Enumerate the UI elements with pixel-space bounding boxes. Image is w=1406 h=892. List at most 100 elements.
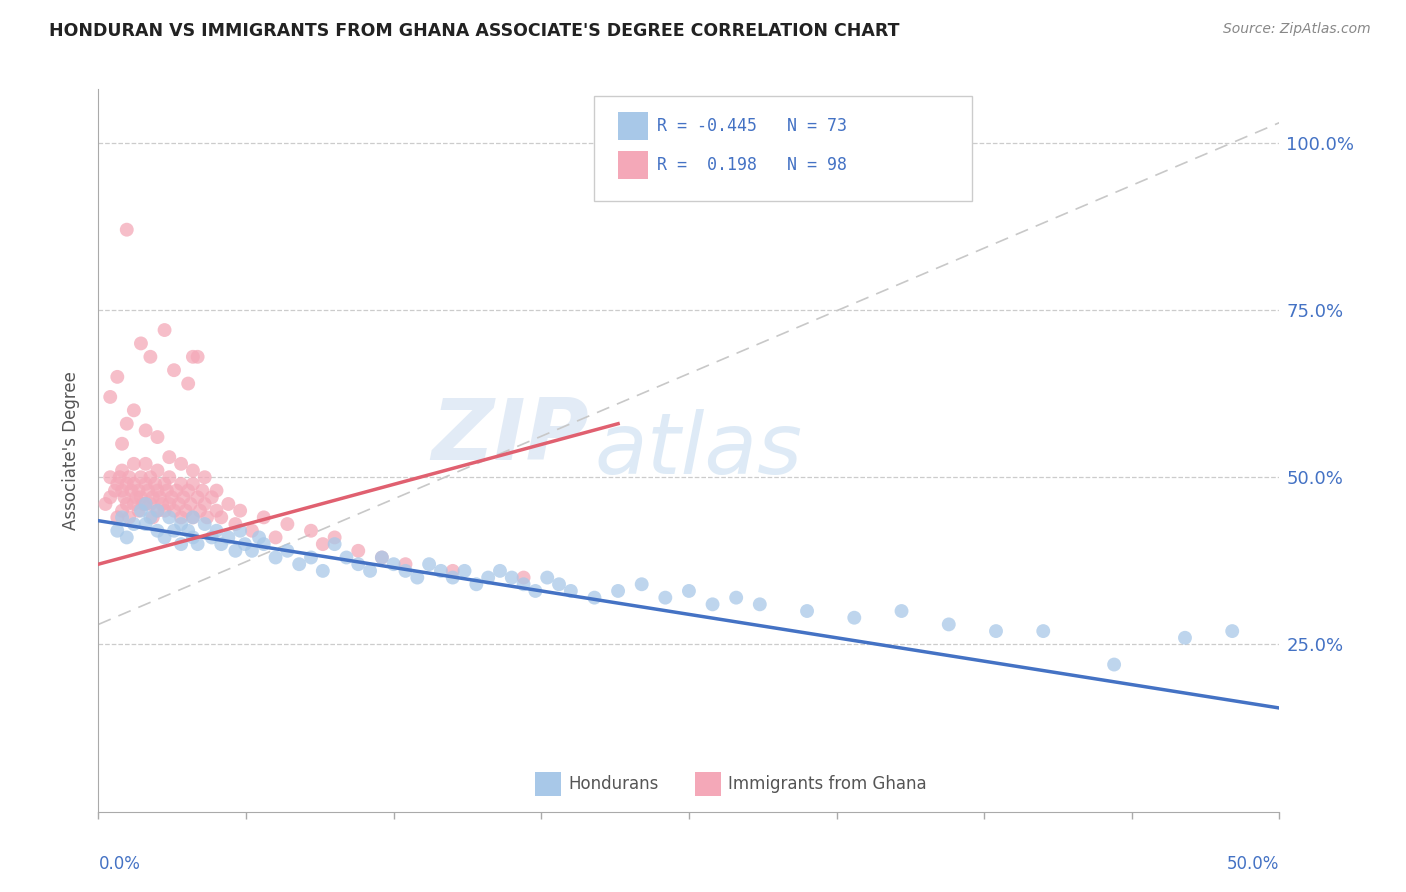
Text: Immigrants from Ghana: Immigrants from Ghana — [728, 775, 927, 793]
Point — [146, 503, 169, 517]
Point — [938, 617, 960, 632]
Point — [347, 543, 370, 558]
Point — [890, 604, 912, 618]
Point — [430, 564, 453, 578]
Point — [233, 537, 256, 551]
Point — [299, 550, 322, 565]
Point — [394, 557, 416, 572]
Point — [194, 517, 217, 532]
Point — [139, 510, 162, 524]
Point — [796, 604, 818, 618]
Text: R = -0.445   N = 73: R = -0.445 N = 73 — [657, 117, 846, 135]
Point — [560, 584, 582, 599]
Point — [135, 497, 157, 511]
Point — [108, 470, 131, 484]
Point — [205, 524, 228, 538]
Point — [125, 491, 148, 505]
Point — [247, 530, 270, 544]
Text: 0.0%: 0.0% — [98, 855, 141, 873]
Point — [512, 571, 534, 585]
Point — [465, 577, 488, 591]
Point — [94, 497, 117, 511]
Point — [139, 350, 162, 364]
Point — [128, 503, 150, 517]
Point — [122, 517, 145, 532]
Text: atlas: atlas — [595, 409, 803, 492]
Point — [111, 436, 134, 450]
Point — [512, 577, 534, 591]
Point — [163, 363, 186, 377]
Point — [135, 476, 157, 491]
Point — [205, 483, 228, 498]
Point — [139, 497, 162, 511]
Point — [187, 350, 209, 364]
Point — [105, 476, 128, 491]
Point — [157, 510, 180, 524]
Point — [105, 510, 128, 524]
Bar — [536, 772, 561, 796]
Point — [146, 524, 169, 538]
Point — [167, 497, 190, 511]
FancyBboxPatch shape — [595, 96, 973, 202]
Point — [335, 550, 357, 565]
Text: R =  0.198   N = 98: R = 0.198 N = 98 — [657, 156, 846, 174]
Point — [187, 491, 209, 505]
Point — [725, 591, 748, 605]
Point — [111, 510, 134, 524]
Point — [548, 577, 571, 591]
Point — [240, 543, 263, 558]
Point — [136, 483, 159, 498]
Point — [264, 550, 287, 565]
Point — [128, 483, 150, 498]
Point — [347, 557, 370, 572]
Point — [135, 497, 157, 511]
Point — [1220, 624, 1243, 639]
Point — [201, 530, 224, 544]
Point — [157, 497, 180, 511]
Point — [156, 483, 179, 498]
Point — [132, 497, 155, 511]
Point — [188, 503, 211, 517]
Point — [153, 530, 176, 544]
Point — [264, 530, 287, 544]
Point — [118, 470, 141, 484]
Point — [654, 591, 676, 605]
Point — [163, 524, 186, 538]
Point — [209, 537, 232, 551]
Point — [157, 450, 180, 465]
Bar — [695, 772, 721, 796]
Point — [229, 503, 252, 517]
Point — [312, 564, 335, 578]
Point — [524, 584, 547, 599]
Point — [240, 524, 263, 538]
Point — [170, 457, 193, 471]
Point — [583, 591, 606, 605]
Point — [678, 584, 700, 599]
Point — [170, 476, 193, 491]
Point — [359, 564, 381, 578]
Point — [312, 537, 335, 551]
Point — [489, 564, 512, 578]
Point — [177, 524, 200, 538]
Bar — [619, 152, 648, 178]
Text: 50.0%: 50.0% — [1227, 855, 1279, 873]
Point — [181, 510, 204, 524]
Point — [135, 457, 157, 471]
Point — [142, 510, 165, 524]
Point — [288, 557, 311, 572]
Point — [177, 483, 200, 498]
Point — [115, 497, 138, 511]
Point — [205, 503, 228, 517]
Point — [418, 557, 440, 572]
Point — [209, 510, 232, 524]
Point — [118, 510, 141, 524]
Point — [181, 530, 204, 544]
Point — [98, 491, 121, 505]
Text: HONDURAN VS IMMIGRANTS FROM GHANA ASSOCIATE'S DEGREE CORRELATION CHART: HONDURAN VS IMMIGRANTS FROM GHANA ASSOCI… — [49, 22, 900, 40]
Point — [163, 503, 186, 517]
Point — [382, 557, 405, 572]
Point — [115, 530, 138, 544]
Point — [224, 543, 246, 558]
Point — [170, 537, 193, 551]
Point — [121, 483, 143, 498]
